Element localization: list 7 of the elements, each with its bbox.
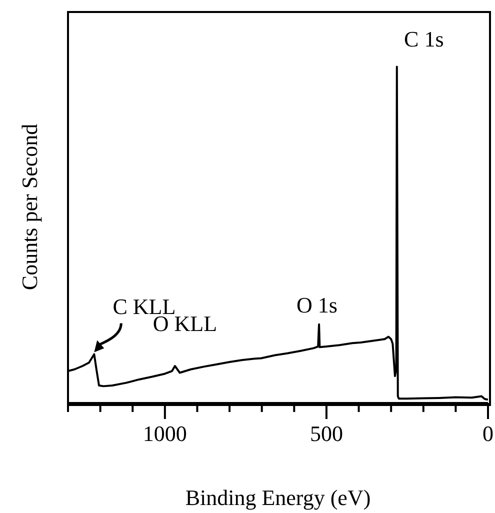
annotation: O 1s: [296, 292, 338, 318]
x-tick-label: 500: [310, 421, 343, 446]
annotation: C 1s: [404, 26, 444, 52]
x-tick-label: 0: [482, 421, 494, 446]
y-axis-title: Counts per Second: [17, 122, 43, 292]
x-axis-title: Binding Energy (eV): [185, 485, 371, 510]
x-tick-label: 1000: [142, 421, 187, 446]
